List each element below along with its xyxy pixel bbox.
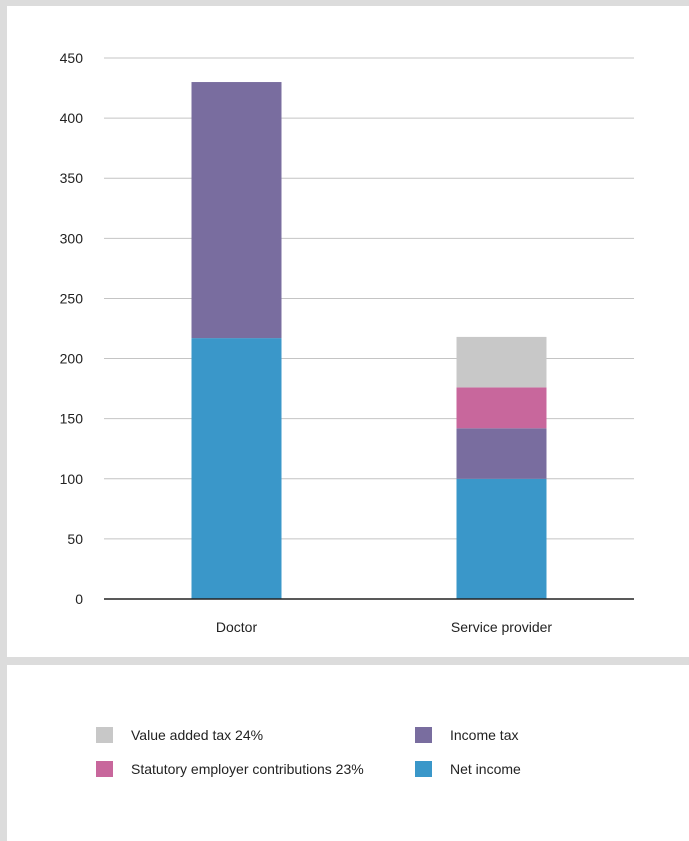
y-tick-label-250: 250 bbox=[60, 290, 84, 306]
y-tick-label-450: 450 bbox=[60, 50, 84, 66]
bar-service-provider-statutory-employer-contributions-23- bbox=[456, 387, 547, 429]
legend-item-employer-contributions: Statutory employer contributions 23% bbox=[96, 761, 364, 777]
legend-swatch-income-tax bbox=[415, 727, 432, 743]
legend-swatch-vat bbox=[96, 727, 113, 743]
y-tick-label-350: 350 bbox=[60, 170, 84, 186]
x-tick-label-doctor: Doctor bbox=[216, 619, 258, 635]
legend-swatch-employer-contributions bbox=[96, 761, 113, 777]
legend: Value added tax 24% Income tax Statutory… bbox=[7, 665, 689, 841]
chart-panel: 0 50 100 150 200 250 300 350 400 450 Doctor Service… bbox=[7, 6, 689, 657]
legend-label-employer-contributions: Statutory employer contributions 23% bbox=[131, 761, 364, 777]
legend-item-vat: Value added tax 24% bbox=[96, 727, 263, 743]
legend-item-net-income: Net income bbox=[415, 761, 521, 777]
y-tick-label-300: 300 bbox=[60, 230, 84, 246]
y-tick-label-0: 0 bbox=[75, 591, 83, 607]
legend-label-net-income: Net income bbox=[450, 761, 521, 777]
legend-swatch-net-income bbox=[415, 761, 432, 777]
bar-service-provider-income-tax bbox=[456, 428, 547, 479]
bar-doctor-income-tax bbox=[191, 82, 282, 339]
bar-service-provider-value-added-tax-24- bbox=[456, 336, 547, 388]
y-tick-label-400: 400 bbox=[60, 110, 84, 126]
legend-item-income-tax: Income tax bbox=[415, 727, 518, 743]
y-tick-label-200: 200 bbox=[60, 351, 84, 367]
legend-label-income-tax: Income tax bbox=[450, 727, 519, 743]
legend-label-vat: Value added tax 24% bbox=[131, 727, 264, 743]
x-tick-label-service-provider: Service provider bbox=[451, 619, 552, 635]
bar-doctor-net-income bbox=[191, 338, 282, 599]
stacked-bar-chart: 0 50 100 150 200 250 300 350 400 450 Doctor Service… bbox=[60, 50, 634, 635]
y-tick-label-50: 50 bbox=[67, 531, 83, 547]
bar-service-provider-net-income bbox=[456, 478, 547, 599]
y-tick-label-100: 100 bbox=[60, 471, 84, 487]
y-tick-label-150: 150 bbox=[60, 411, 84, 427]
